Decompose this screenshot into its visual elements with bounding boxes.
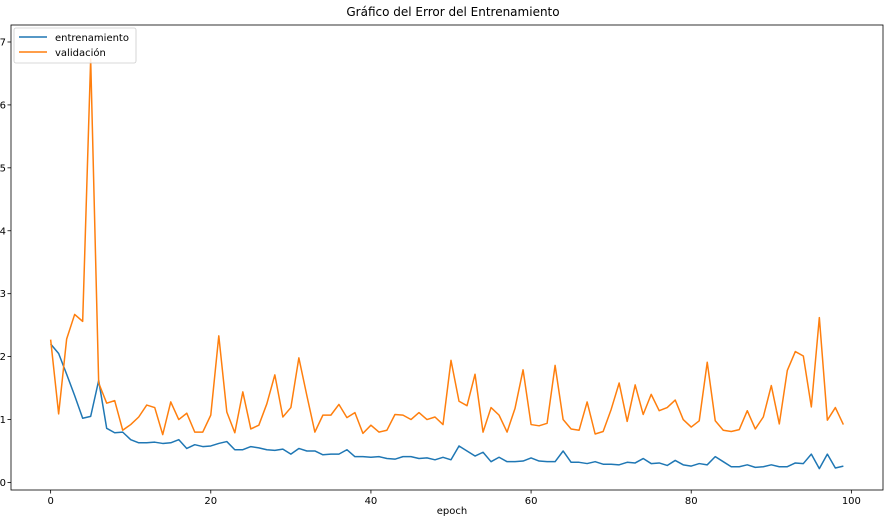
legend-label-entrenamiento: entrenamiento: [55, 33, 129, 44]
y-tick-label: 6: [0, 100, 6, 111]
y-tick-label: 7: [0, 37, 6, 48]
chart-title: Gráfico del Error del Entrenamiento: [346, 5, 559, 19]
y-tick-label: 5: [0, 163, 6, 174]
plot-area: [10, 24, 884, 491]
y-tick-label: 0: [0, 478, 6, 489]
x-axis-label: epoch: [437, 506, 467, 517]
series-layer: [49, 58, 845, 470]
series-line-0: [50, 343, 844, 470]
legend-label-validacion: validación: [55, 47, 106, 59]
x-tick-label: 40: [365, 496, 378, 507]
y-tick-label: 1: [0, 415, 6, 426]
y-tick-label: 4: [0, 226, 6, 237]
x-tick-label: 100: [842, 496, 861, 507]
series-line-1: [49, 58, 845, 436]
y-tick-label: 3: [0, 289, 6, 300]
legend: entrenamiento validación: [13, 27, 137, 64]
x-tick-label: 0: [47, 496, 53, 507]
x-tick-label: 60: [525, 496, 538, 507]
y-tick-label: 2: [0, 352, 6, 363]
x-axis: 0 20 40 60 80 100: [47, 490, 861, 507]
x-tick-label: 80: [685, 496, 698, 507]
x-tick-label: 20: [204, 496, 217, 507]
y-axis: 0 1 2 3 4 5 6 7: [0, 37, 11, 489]
